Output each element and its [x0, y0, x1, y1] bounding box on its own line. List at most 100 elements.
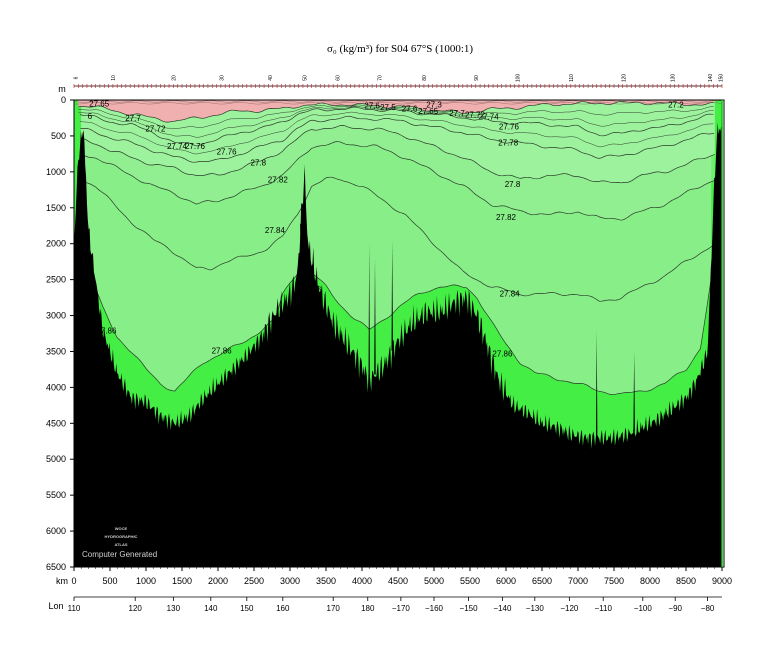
distance-tick-label: 6000 — [496, 576, 516, 586]
distance-tick-label: 7000 — [568, 576, 588, 586]
contour-line-27-8 — [81, 125, 715, 184]
seafloor — [74, 122, 722, 567]
contour-label: 27.74 — [167, 142, 188, 151]
depth-tick-label: 4000 — [46, 382, 66, 392]
longitude-tick-label: −100 — [634, 604, 653, 613]
contour-line-27-82 — [81, 141, 715, 221]
station-label: 80 — [422, 75, 428, 81]
station-label: 40 — [268, 75, 274, 81]
bathymetry — [74, 122, 722, 567]
depth-tick-label: 6500 — [46, 562, 66, 572]
contour-label: 27.78 — [498, 138, 519, 147]
distance-axis: 0 500 1000 1500 2000 2500 3000 3500 4000 4500 5000… — [71, 567, 732, 586]
seamount-spike — [374, 258, 376, 375]
distance-tick-label: 4000 — [352, 576, 372, 586]
depth-tick-label: 4500 — [46, 418, 66, 428]
station-label: 20 — [171, 75, 177, 81]
density-bands — [78, 100, 715, 395]
contour-line-27-84 — [81, 176, 716, 302]
longitude-tick-label: −140 — [493, 604, 512, 613]
watermark-line-2: HYDROGRAPHIC — [105, 534, 138, 539]
longitude-unit-label: Lon — [48, 601, 63, 611]
woce-watermark: WOCE HYDROGRAPHIC ATLAS Computer Generat… — [82, 526, 157, 559]
contour-labels: 27.656 27.727.7227.7427.7627.7627.827.822… — [88, 100, 685, 359]
contour-label: 27.7 — [449, 109, 465, 118]
station-label: 90 — [474, 75, 480, 81]
longitude-axis: 110 120 130 140 150 160 170 180 −170 −160 −150 −140… — [68, 596, 722, 613]
contour-line-upper-0 — [78, 104, 714, 129]
depth-tick-label: 2500 — [46, 275, 66, 285]
watermark-line-1: WOCE — [115, 526, 128, 531]
station-axis: 6 10 20 30 40 50 60 70 80 90 100 110 120 130 140 150 — [73, 74, 725, 88]
contour-label: 27.72 — [145, 125, 166, 134]
longitude-tick-label: 170 — [327, 604, 341, 613]
distance-tick-label: 5500 — [460, 576, 480, 586]
longitude-tick-label: 150 — [240, 604, 254, 613]
distance-tick-label: 0 — [71, 576, 76, 586]
longitude-tick-label: −80 — [701, 604, 715, 613]
plot-frame — [73, 99, 725, 568]
contour-label: 27.74 — [479, 113, 500, 122]
depth-tick-label: 5000 — [46, 454, 66, 464]
longitude-tick-label: −160 — [425, 604, 444, 613]
distance-tick-label: 1500 — [172, 576, 192, 586]
distance-tick-label: 3500 — [316, 576, 336, 586]
contour-line-27-7 — [78, 100, 714, 123]
distance-tick-label: 8500 — [676, 576, 696, 586]
depth-tick-label: 3000 — [46, 311, 66, 321]
distance-unit-label: km — [56, 576, 68, 586]
longitude-tick-label: 140 — [204, 604, 218, 613]
density-contours — [74, 100, 723, 395]
distance-tick-label: 8000 — [640, 576, 660, 586]
seamount-spike — [391, 240, 393, 351]
distance-tick-label: 4500 — [388, 576, 408, 586]
contour-label: 27.5 — [380, 103, 396, 112]
contour-label: 27.72 — [465, 110, 486, 119]
contour-label: 27.82 — [268, 176, 289, 185]
contour-label: 27.8 — [505, 180, 521, 189]
distance-tick-label: 5000 — [424, 576, 444, 586]
station-label: 110 — [569, 74, 575, 82]
contour-label: 27.7 — [125, 114, 141, 123]
longitude-tick-label: 160 — [276, 604, 290, 613]
contour-label: 27.76 — [217, 148, 238, 157]
longitude-tick-label: −120 — [560, 604, 579, 613]
station-label: 120 — [621, 74, 627, 83]
chart-title: σ₀ (kg/m³) for S04 67°S (1000:1) — [327, 43, 473, 55]
longitude-tick-label: 120 — [129, 604, 143, 613]
station-label: 130 — [670, 74, 676, 83]
longitude-tick-label: −150 — [460, 604, 479, 613]
station-label: 70 — [377, 75, 383, 81]
depth-tick-label: 0 — [61, 95, 66, 105]
depth-tick-label: 3500 — [46, 346, 66, 356]
depth-tick-label: 6000 — [46, 526, 66, 536]
contour-line-27-74 — [79, 106, 714, 147]
contour-label: 27.84 — [500, 289, 521, 298]
station-label: 150 — [719, 74, 725, 83]
contour-label: 27.86 — [212, 347, 233, 356]
depth-tick-label: 2000 — [46, 239, 66, 249]
seamount-spike — [300, 223, 302, 266]
distance-tick-label: 7500 — [604, 576, 624, 586]
depth-tick-label: 5500 — [46, 490, 66, 500]
watermark-computer-generated: Computer Generated — [82, 550, 157, 559]
contour-label: 27.76 — [185, 142, 206, 151]
contour-line-surface-0 — [74, 100, 723, 103]
contour-line-upper-1 — [78, 105, 714, 138]
distance-tick-label: 3000 — [280, 576, 300, 586]
distance-tick-label: 2500 — [244, 576, 264, 586]
longitude-tick-label: 110 — [68, 604, 81, 613]
contour-line-27-78 — [80, 115, 715, 163]
watermark-line-3: ATLAS — [114, 542, 127, 547]
contour-label: 27.2 — [668, 100, 684, 109]
contour-label: 27.6 — [402, 105, 418, 114]
station-label: 140 — [708, 74, 714, 83]
contour-label: 27.84 — [265, 226, 286, 235]
longitude-tick-label: −110 — [594, 604, 612, 613]
longitude-tick-label: 180 — [361, 604, 375, 613]
longitude-tick-label: −170 — [392, 604, 411, 613]
contour-label: 27.86 — [96, 327, 117, 336]
band-27-8-27-82 — [81, 100, 715, 221]
distance-tick-label: 2000 — [208, 576, 228, 586]
